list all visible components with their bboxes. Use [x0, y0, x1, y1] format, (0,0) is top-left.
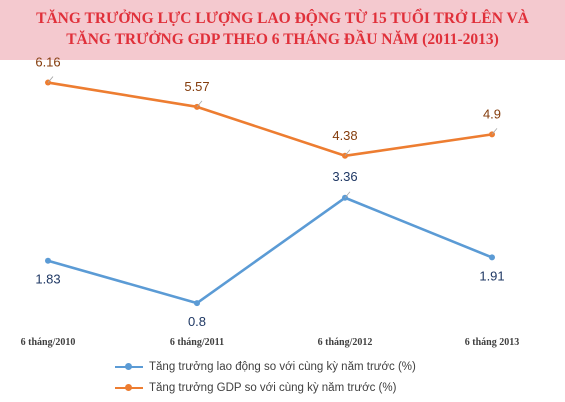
- leader-line-1-3: [491, 128, 498, 135]
- data-label-0-2: 3.36: [332, 169, 357, 184]
- chart-title: TĂNG TRƯỞNG LỰC LƯỢNG LAO ĐỘNG TỪ 15 TUỔ…: [0, 8, 565, 50]
- data-label-1-3: 4.9: [483, 106, 501, 121]
- title-band: [0, 0, 565, 60]
- series-line-1: [47, 81, 493, 158]
- data-label-1-2: 4.38: [332, 128, 357, 143]
- chart-title-line-2: TĂNG TRƯỞNG GDP THEO 6 THÁNG ĐẦU NĂM (20…: [66, 31, 499, 48]
- data-label-0-0: 1.83: [35, 272, 60, 287]
- data-label-1-0: 6.16: [35, 55, 60, 70]
- leader-line-1-0: [47, 76, 54, 83]
- data-point-0-0: [45, 257, 51, 264]
- legend-swatch-gdp: [115, 382, 143, 394]
- legend-swatch-lao-dong: [115, 361, 143, 373]
- leader-line-0-2: [344, 191, 351, 199]
- legend-label-gdp: Tăng trưởng GDP so với cùng kỳ năm trước…: [149, 381, 397, 394]
- data-point-0-1: [194, 300, 200, 307]
- leader-line-1-1: [196, 100, 203, 108]
- data-point-0-3: [489, 254, 495, 261]
- legend-label-lao-dong: Tăng trưởng lao động so với cùng kỳ năm …: [149, 360, 416, 373]
- chart-title-line-1: TĂNG TRƯỞNG LỰC LƯỢNG LAO ĐỘNG TỪ 15 TUỔ…: [36, 10, 529, 27]
- legend-item-lao-dong: Tăng trưởng lao động so với cùng kỳ năm …: [115, 356, 416, 377]
- legend-item-gdp: Tăng trưởng GDP so với cùng kỳ năm trước…: [115, 377, 416, 398]
- data-label-0-1: 0.8: [188, 314, 206, 329]
- data-label-0-3: 1.91: [479, 268, 504, 283]
- x-tick-label-3: 6 tháng 2013: [465, 337, 519, 348]
- leader-line-1-2: [344, 149, 351, 157]
- chart-legend: Tăng trưởng lao động so với cùng kỳ năm …: [115, 356, 416, 398]
- x-tick-label-2: 6 tháng/2012: [318, 337, 373, 348]
- series-line-0: [47, 196, 493, 305]
- x-tick-label-0: 6 tháng/2010: [21, 337, 76, 348]
- data-label-1-1: 5.57: [184, 79, 209, 94]
- x-tick-label-1: 6 tháng/2011: [170, 337, 224, 348]
